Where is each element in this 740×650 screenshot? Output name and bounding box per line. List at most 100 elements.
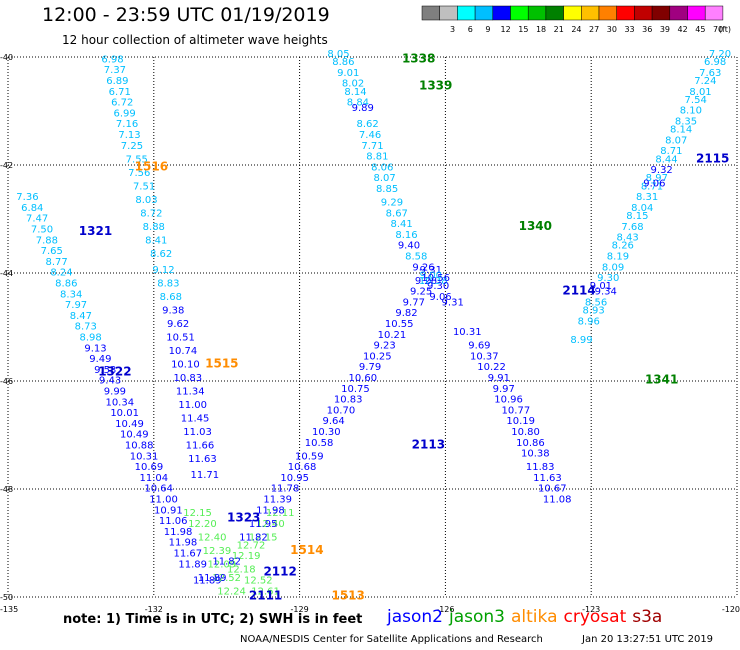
wave-height-label: 12.40 bbox=[198, 532, 227, 543]
altimeter-track: 12.1512.2012.4012.3912.0912.5212.2412.18… bbox=[183, 508, 294, 597]
wave-height-label: 8.71 bbox=[641, 181, 663, 192]
wave-height-label: 11.89 bbox=[193, 576, 222, 587]
wave-height-label: 12.52 bbox=[244, 576, 273, 587]
pass-number-label: 1341 bbox=[645, 373, 678, 387]
altimeter-track: 8.058.869.018.028.148.84 8.627.467.718.81… bbox=[327, 49, 447, 287]
longitude-tick-label: -126 bbox=[436, 605, 454, 614]
wave-height-label: 8.14 bbox=[344, 87, 366, 98]
pass-number-label: 1515 bbox=[205, 357, 238, 371]
wave-height-label: 10.38 bbox=[419, 276, 448, 287]
wave-height-label: 7.25 bbox=[121, 141, 143, 152]
satellite-legend-item: jason3 bbox=[449, 607, 505, 627]
wave-height-label: 7.68 bbox=[621, 222, 643, 233]
wave-height-label: 10.31 bbox=[453, 327, 482, 338]
wave-height-label: 8.84 bbox=[347, 98, 369, 109]
wave-height-label: 10.95 bbox=[280, 473, 309, 484]
wave-height-label: 8.43 bbox=[617, 233, 639, 244]
wave-height-label: 8.86 bbox=[55, 279, 77, 290]
wave-height-label: 10.67 bbox=[538, 484, 567, 495]
wave-height-label: 9.40 bbox=[398, 241, 420, 252]
scale-swatch bbox=[704, 5, 724, 21]
wave-height-label: 9.13 bbox=[84, 343, 106, 354]
wave-height-label: 12.61 bbox=[251, 586, 280, 597]
wave-height-label: 9.31 bbox=[442, 297, 464, 308]
wave-height-label: 9.91 bbox=[488, 373, 510, 384]
altimeter-track: 11.89 11.82 11.82 11.95 11.9811.3911.7810.95… bbox=[198, 265, 442, 584]
wave-height-label: 10.77 bbox=[502, 405, 531, 416]
wave-height-label: 11.95 bbox=[249, 519, 278, 530]
wave-height-label: 8.62 bbox=[150, 249, 172, 260]
wave-height-label: 10.21 bbox=[378, 330, 407, 341]
wave-height-label: 10.58 bbox=[305, 438, 334, 449]
scale-tick-label: 18 bbox=[536, 25, 546, 34]
wave-height-label: 10.74 bbox=[169, 346, 198, 357]
wave-height-label: 8.97 bbox=[646, 173, 668, 184]
wave-height-label: 9.97 bbox=[493, 384, 515, 395]
wave-height-label: 8.44 bbox=[655, 154, 677, 165]
scale-tick-label: 24 bbox=[571, 25, 581, 34]
wave-height-label: 9.28 bbox=[415, 276, 437, 287]
wave-height-label: 9.25 bbox=[410, 287, 432, 298]
altimeter-track: 6.987.376.896.716.726.997.167.137.25 7.55… bbox=[101, 54, 182, 303]
wave-height-label: 8.41 bbox=[145, 235, 167, 246]
latitude-tick-label: -40 bbox=[0, 53, 13, 62]
scale-tick-label: 36 bbox=[642, 25, 652, 34]
wave-height-label: 8.93 bbox=[582, 306, 604, 317]
scale-tick-label: 3 bbox=[450, 25, 455, 34]
pass-number-label: 1340 bbox=[519, 219, 552, 233]
wave-height-label: 12.11 bbox=[266, 508, 295, 519]
wave-height-label: 8.81 bbox=[366, 152, 388, 163]
wave-height-label: 8.26 bbox=[612, 241, 634, 252]
wave-height-label: 8.10 bbox=[680, 106, 702, 117]
scale-tick-label: 12 bbox=[501, 25, 511, 34]
wave-height-label: 11.71 bbox=[191, 470, 220, 481]
wave-height-label: 9.62 bbox=[167, 319, 189, 330]
wave-height-label: 9.64 bbox=[322, 416, 344, 427]
scale-tick-label: 42 bbox=[678, 25, 688, 34]
wave-height-label: 12.09 bbox=[208, 559, 237, 570]
wave-height-label: 6.98 bbox=[101, 54, 123, 65]
wave-height-label: 10.34 bbox=[105, 397, 134, 408]
pass-number-label: 1514 bbox=[290, 543, 323, 557]
wave-height-label: 6.71 bbox=[109, 87, 131, 98]
satellite-legend-item: jason2 bbox=[387, 607, 443, 627]
wave-height-label: 9.29 bbox=[381, 198, 403, 209]
wave-height-label: 8.72 bbox=[140, 208, 162, 219]
wave-height-label: 12.39 bbox=[203, 546, 232, 557]
altimeter-track: 9.38 9.62 10.51 10.74 10.10 10.83 11.34 11.00 11… bbox=[162, 306, 219, 482]
wave-height-label: 10.31 bbox=[130, 451, 159, 462]
wave-height-label: 10.96 bbox=[494, 395, 523, 406]
wave-height-label: 9.99 bbox=[104, 387, 126, 398]
wave-height-label: 8.96 bbox=[578, 316, 600, 327]
wave-height-label: 10.88 bbox=[125, 441, 154, 452]
wave-height-label: 8.86 bbox=[332, 57, 354, 68]
wave-height-label: 8.71 bbox=[660, 146, 682, 157]
pass-number-label: 1513 bbox=[331, 589, 364, 603]
scale-tick-label: 6 bbox=[468, 25, 473, 34]
scale-tick-label: 33 bbox=[624, 25, 634, 34]
wave-height-label: 10.19 bbox=[506, 416, 535, 427]
wave-height-label: 9.49 bbox=[89, 354, 111, 365]
wave-height-label: 8.15 bbox=[626, 211, 648, 222]
map-subtitle: 12 hour collection of altimeter wave hei… bbox=[62, 33, 328, 47]
latitude-tick-label: -42 bbox=[0, 161, 13, 170]
wave-height-label: 12.40 bbox=[256, 519, 285, 530]
wave-height-label: 9.01 bbox=[590, 281, 612, 292]
satellite-legend: jason2 jason3 altika cryosat s3a bbox=[387, 607, 668, 627]
wave-height-label: 11.39 bbox=[263, 495, 292, 506]
wave-height-label: 10.80 bbox=[511, 427, 540, 438]
pass-number-label: 1516 bbox=[135, 159, 168, 173]
wave-height-label: 6.99 bbox=[114, 108, 136, 119]
wave-height-label: 10.60 bbox=[348, 373, 377, 384]
wave-height-label: 7.65 bbox=[41, 246, 63, 257]
wave-height-label: 10.25 bbox=[363, 351, 392, 362]
wave-height-label: 9.30 bbox=[597, 273, 619, 284]
wave-height-label: 9.23 bbox=[374, 341, 396, 352]
latitude-tick-label: -46 bbox=[0, 377, 13, 386]
latitude-tick-label: -50 bbox=[0, 593, 13, 602]
pass-number-label: 1338 bbox=[402, 51, 435, 65]
altimeter-track: 9.32 9.06 9.019.34 bbox=[590, 165, 673, 298]
wave-height-label: 10.51 bbox=[166, 333, 195, 344]
wave-height-label: 8.98 bbox=[79, 333, 101, 344]
